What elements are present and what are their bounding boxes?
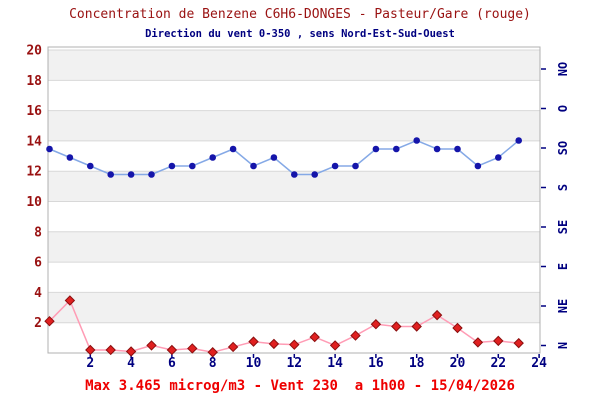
wind-direction-point <box>311 171 319 178</box>
benzene-concentration-point <box>227 341 239 353</box>
wind-direction-point <box>270 154 278 161</box>
benzene-concentration-point <box>85 344 96 356</box>
wind-direction-point <box>168 162 176 170</box>
benzene-concentration-point <box>493 335 504 347</box>
wind-direction-point <box>209 154 216 161</box>
benzene-concentration-point <box>64 295 76 306</box>
wind-direction-point <box>127 171 135 178</box>
x-axis-label: 22 <box>490 356 506 371</box>
x-axis-label: 6 <box>168 356 176 371</box>
x-axis-label: 24 <box>531 356 547 371</box>
y-axis-label: 16 <box>26 104 42 119</box>
wind-direction-point <box>372 145 380 153</box>
wind-direction-point <box>352 162 359 170</box>
wind-direction-point <box>66 154 74 161</box>
wind-direction-label: NE <box>556 299 570 313</box>
benzene-concentration-point <box>452 322 463 334</box>
y-axis-label: 20 <box>26 44 42 59</box>
y-axis-label: 4 <box>34 286 42 301</box>
benzene-concentration-point <box>431 309 443 321</box>
plot-border <box>47 46 541 354</box>
benzene-concentration-point <box>513 337 524 349</box>
wind-direction-point <box>87 162 94 170</box>
y-axis-label: 6 <box>34 256 42 271</box>
y-axis-label: 12 <box>26 165 42 180</box>
x-axis-label: 10 <box>246 356 262 371</box>
wind-direction-point <box>250 162 257 170</box>
benzene-concentration-point <box>268 338 280 350</box>
wind-direction-point <box>107 171 114 178</box>
wind-direction-point <box>46 145 53 153</box>
x-axis-label: 14 <box>327 356 343 371</box>
benzene-concentration-point <box>44 315 55 327</box>
plot-band <box>48 231 540 263</box>
plot-band <box>48 50 540 81</box>
y-axis-label: 8 <box>34 225 42 240</box>
wind-direction-point <box>413 137 421 144</box>
wind-direction-label: NO <box>556 62 570 76</box>
plot-band <box>48 110 540 141</box>
benzene-concentration-point <box>146 340 157 351</box>
chart-subtitle: Direction du vent 0-350 , sens Nord-Est-… <box>145 28 455 40</box>
wind-direction-point <box>433 145 441 153</box>
benzene-concentration-point <box>370 319 382 330</box>
chart-footer: Max 3.465 microg/m3 - Vent 230 a 1h00 - … <box>85 378 515 394</box>
wind-direction-point <box>393 145 400 153</box>
benzene-concentration-point <box>391 321 402 332</box>
x-axis-label: 18 <box>409 356 425 371</box>
x-axis-label: 12 <box>286 356 302 371</box>
x-axis-label: 20 <box>450 356 466 371</box>
plot-band <box>48 292 540 323</box>
wind-direction-point <box>515 137 522 144</box>
y-axis-label: 10 <box>26 195 42 210</box>
benzene-concentration-point <box>472 337 484 348</box>
y-axis-label: 18 <box>26 74 42 89</box>
x-axis-label: 8 <box>209 356 217 371</box>
benzene-concentration-point <box>105 344 116 356</box>
wind-direction-point <box>148 171 155 178</box>
benzene-concentration-point <box>207 347 218 358</box>
wind-direction-label: N <box>556 342 570 349</box>
wind-direction-line <box>49 139 520 176</box>
wind-direction-point <box>474 162 482 170</box>
benzene-concentration-point <box>289 339 300 350</box>
wind-direction-point <box>495 154 502 161</box>
x-axis-label: 4 <box>127 356 135 371</box>
wind-direction-label: E <box>556 263 570 270</box>
benzene-concentration-point <box>248 336 259 347</box>
wind-direction-point <box>291 171 298 178</box>
wind-direction-label: S <box>556 184 570 191</box>
benzene-concentration-point <box>329 340 341 351</box>
x-axis-label: 2 <box>86 356 94 371</box>
benzene-concentration-point <box>125 346 137 357</box>
wind-direction-label: SO <box>556 141 570 155</box>
x-axis-label: 16 <box>368 356 384 371</box>
wind-direction-point <box>331 162 339 170</box>
wind-direction-label: O <box>556 105 570 112</box>
benzene-concentration-point <box>350 330 361 341</box>
wind-direction-point <box>454 145 461 153</box>
benzene-concentration-point <box>187 343 198 354</box>
y-axis-label: 2 <box>34 316 42 331</box>
y-axis-label: 14 <box>26 134 42 149</box>
benzene-concentration-point <box>309 331 320 343</box>
benzene-concentration-point <box>411 321 422 332</box>
benzene-concentration-point <box>166 344 178 356</box>
wind-direction-point <box>189 162 196 170</box>
chart-title: Concentration de Benzene C6H6-DONGES - P… <box>69 7 531 22</box>
wind-direction-label: SE <box>556 220 570 234</box>
wind-direction-point <box>229 145 237 153</box>
